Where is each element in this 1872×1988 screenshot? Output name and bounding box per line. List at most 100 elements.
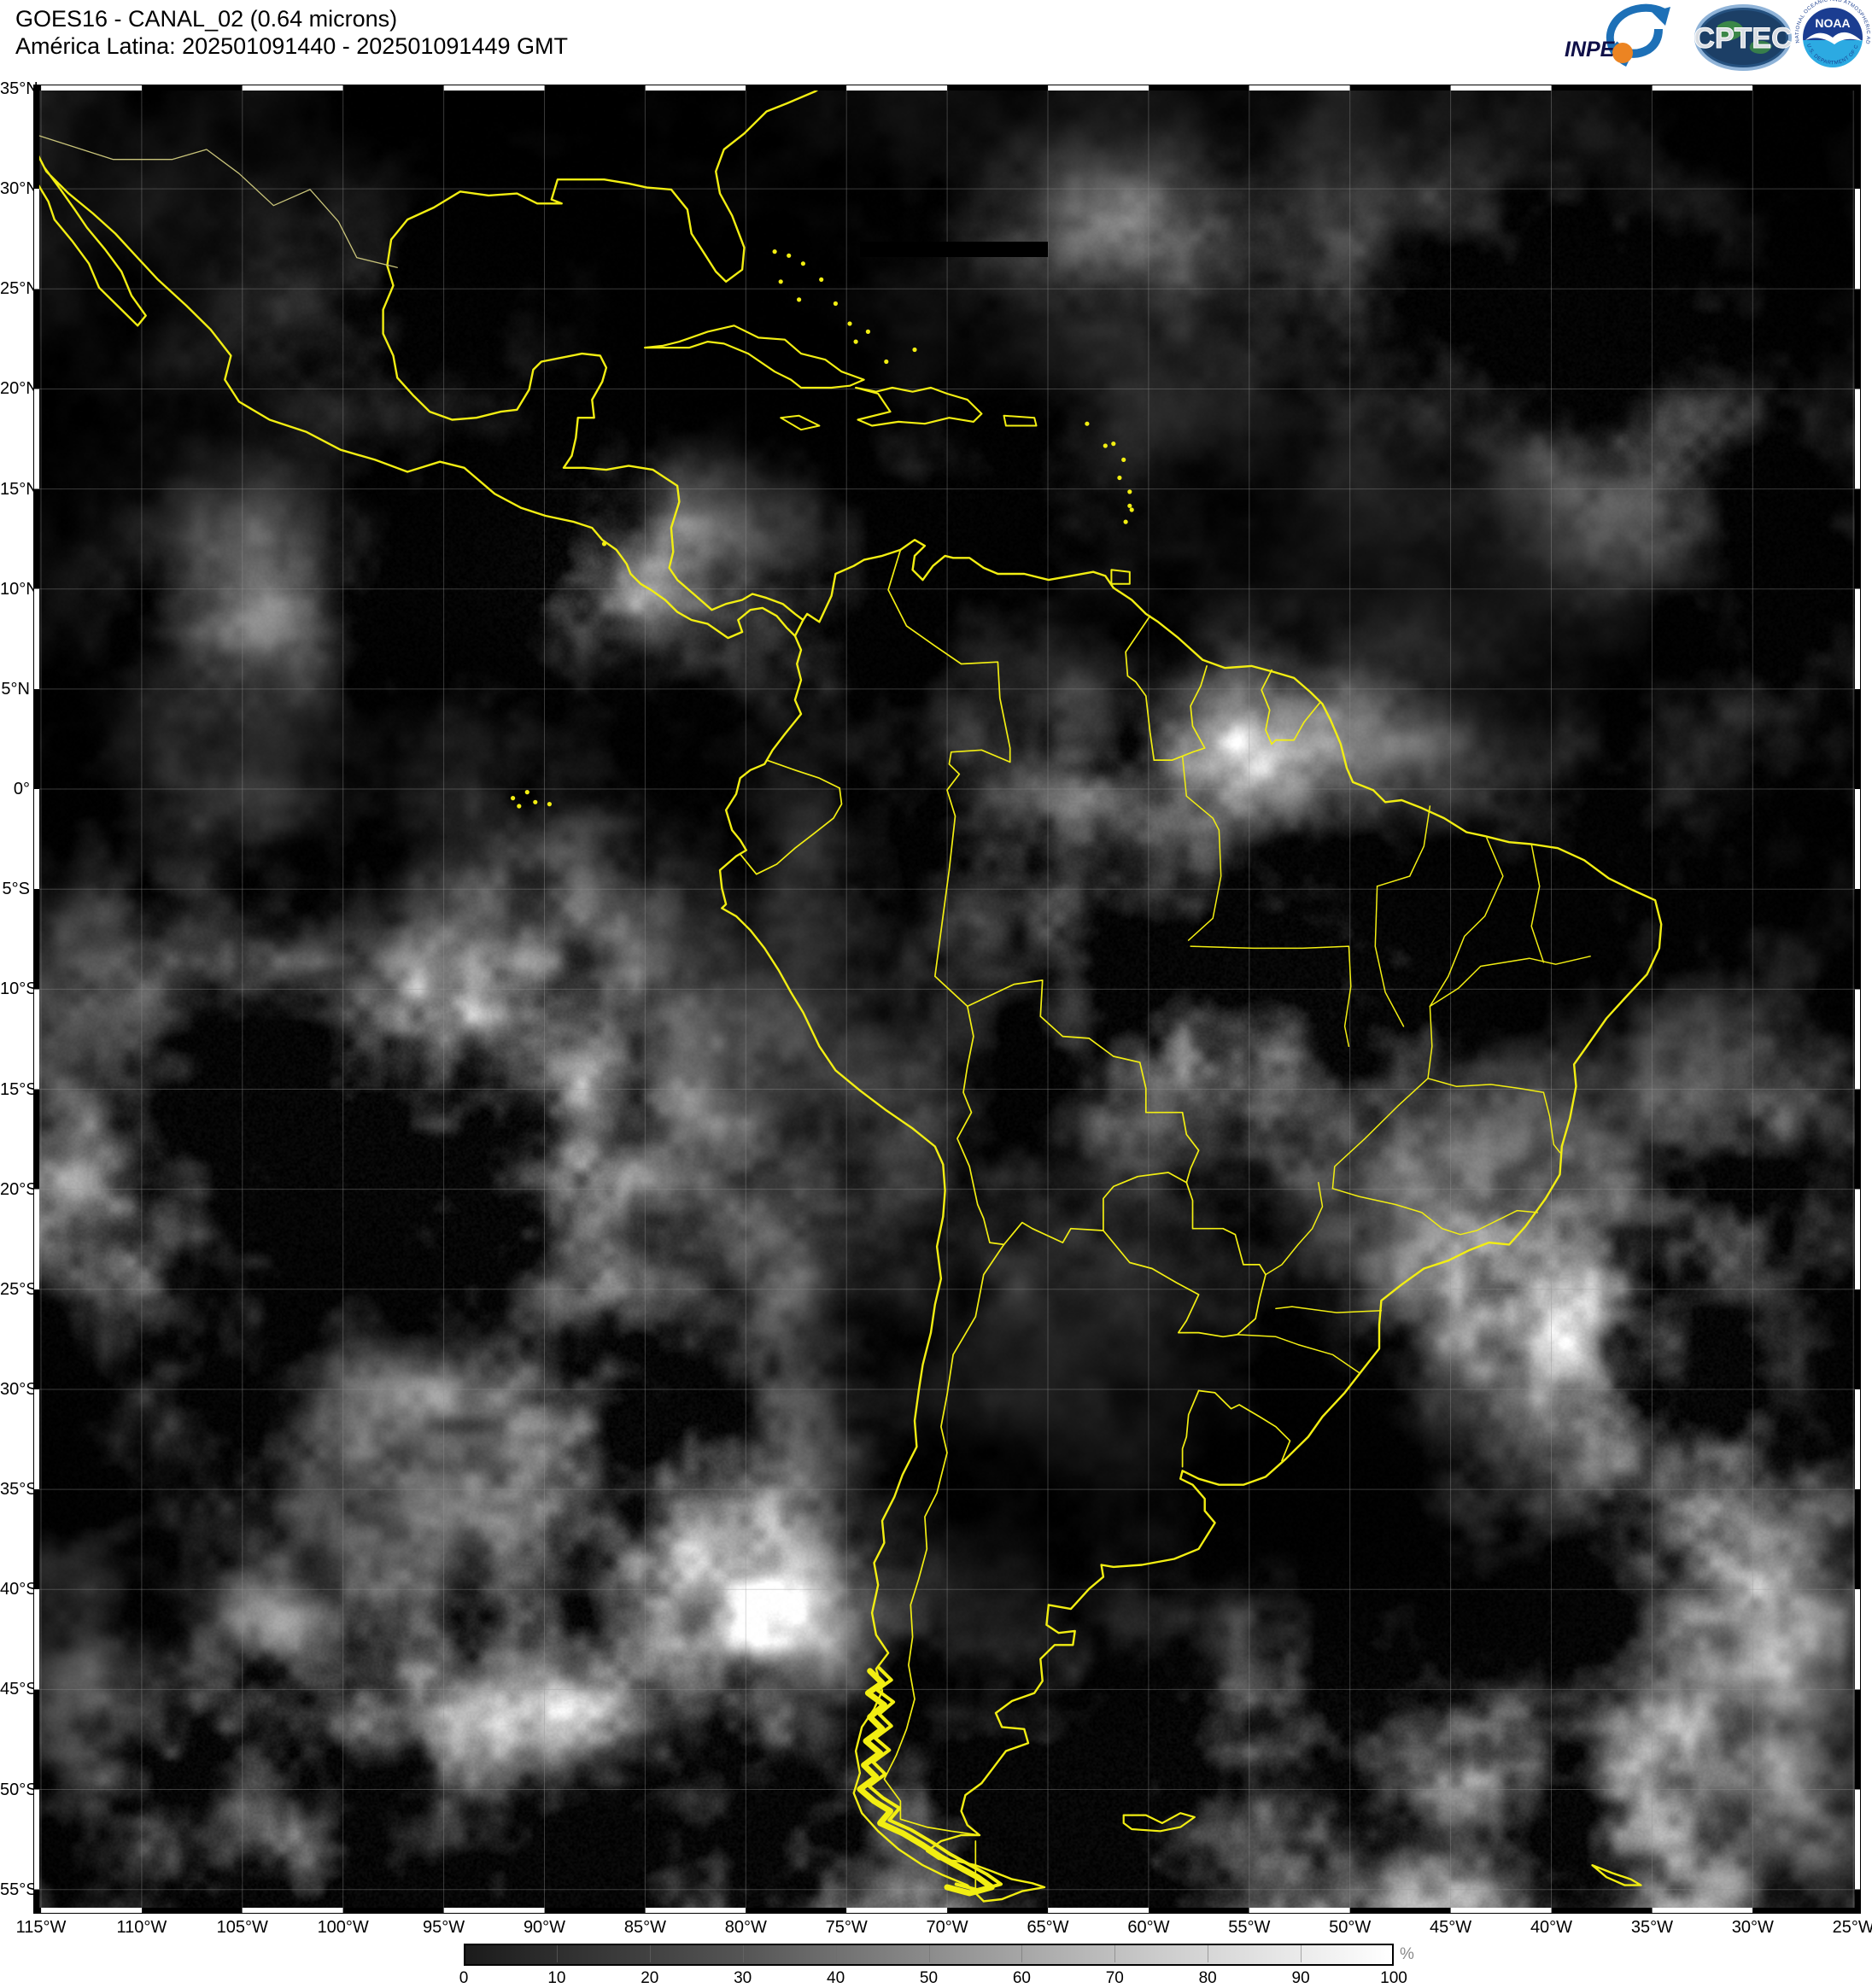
small-island-dot xyxy=(847,321,852,326)
latitude-label: 40°S xyxy=(0,1580,38,1599)
longitude-label: 105°W xyxy=(216,1918,268,1937)
chilean-fjords-dense-coast xyxy=(867,1666,1003,1892)
latitude-label: 20°N xyxy=(0,379,38,399)
state-border xyxy=(1429,837,1504,1008)
country-border xyxy=(883,1243,1005,1836)
page-subtitle: América Latina: 202501091440 - 202501091… xyxy=(15,33,568,59)
latitude-label: 15°S xyxy=(0,1079,38,1099)
state-border xyxy=(1429,956,1591,1008)
map-neatline-left xyxy=(34,85,39,1913)
latitude-label: 25°N xyxy=(0,279,38,299)
longitude-label: 85°W xyxy=(623,1918,666,1937)
small-island-dot xyxy=(547,802,553,807)
state-border xyxy=(1181,755,1222,941)
agency-logos: INPE CPTEC NATIONAL OCEANIC AND ATMOSPHE… xyxy=(1563,0,1870,77)
country-border xyxy=(966,979,1200,1184)
longitude-label: 70°W xyxy=(926,1918,968,1937)
colorbar-tick xyxy=(1301,1945,1302,1962)
colorbar-tick-label: 0 xyxy=(459,1969,469,1987)
colorbar-tick-label: 90 xyxy=(1291,1969,1310,1987)
longitude-label: 110°W xyxy=(116,1918,167,1937)
colorbar-tick-label: 80 xyxy=(1198,1969,1217,1987)
small-island-dot xyxy=(865,329,871,334)
state-border xyxy=(1374,886,1405,1027)
small-island-dot xyxy=(1103,443,1108,448)
longitude-label: 50°W xyxy=(1329,1918,1372,1937)
small-island-dot xyxy=(601,541,607,547)
country-border xyxy=(1181,1389,1200,1468)
small-island-dot xyxy=(797,297,802,302)
country-border xyxy=(1271,701,1321,746)
small-island-dot xyxy=(1085,421,1090,426)
small-island-dot xyxy=(778,279,783,284)
colorbar-tick xyxy=(1021,1945,1023,1962)
inpe-orange-dot xyxy=(1612,43,1633,63)
country-border xyxy=(1190,665,1208,749)
latitude-label: 50°S xyxy=(0,1780,38,1799)
longitude-label: 45°W xyxy=(1430,1918,1472,1937)
island-hispaniola xyxy=(855,386,983,427)
longitude-label: 95°W xyxy=(423,1918,465,1937)
small-island-dot xyxy=(1129,507,1134,512)
country-border xyxy=(765,759,840,789)
longitude-label: 100°W xyxy=(317,1918,369,1937)
chilean-fjords-dense-coast xyxy=(857,1668,995,1897)
map-neatline-top xyxy=(34,85,1860,91)
latitude-label: 10°S xyxy=(0,979,38,999)
longitude-label: 35°W xyxy=(1630,1918,1673,1937)
small-island-dot xyxy=(517,804,522,809)
coastline-mexico-baja xyxy=(34,150,797,640)
satellite-cloud-image xyxy=(34,85,1860,1913)
state-border xyxy=(1376,805,1431,887)
latitude-label: 5°N xyxy=(1,679,30,699)
small-island-dot xyxy=(524,790,529,795)
state-border xyxy=(1236,1334,1360,1374)
small-island-dot xyxy=(819,277,824,282)
small-island-dot xyxy=(884,359,889,365)
small-island-dot xyxy=(533,799,538,804)
colorbar-tick xyxy=(556,1945,558,1962)
inpe-label: INPE xyxy=(1565,38,1616,61)
island-cuba xyxy=(644,325,865,389)
state-border xyxy=(1530,843,1545,963)
map-neatline-bottom xyxy=(34,1908,1860,1913)
coastline-atlantic xyxy=(382,85,1663,1903)
colorbar-tick xyxy=(835,1945,837,1962)
latitude-label: 20°S xyxy=(0,1179,38,1199)
latitude-label: 15°N xyxy=(0,479,38,499)
map-overlay-svg xyxy=(34,85,1860,1913)
small-island-dot xyxy=(772,249,777,254)
longitude-label: 60°W xyxy=(1127,1918,1170,1937)
colorbar-tick-label: 60 xyxy=(1012,1969,1031,1987)
colorbar-tick-label: 100 xyxy=(1380,1969,1407,1987)
longitude-label: 40°W xyxy=(1530,1918,1573,1937)
colorbar: 0 10 20 30 40 50 60 70 80 90 100 % xyxy=(459,1944,1414,1987)
coastline-pacific xyxy=(718,618,985,1903)
latitude-label: 35°N xyxy=(0,79,38,98)
satellite-map xyxy=(33,85,1861,1914)
colorbar-tick-label: 30 xyxy=(734,1969,752,1987)
colorbar-tick-label: 40 xyxy=(827,1969,845,1987)
longitude-label: 80°W xyxy=(724,1918,767,1937)
longitude-label: 30°W xyxy=(1731,1918,1774,1937)
map-neatline-right xyxy=(1855,85,1860,1913)
small-island-dot xyxy=(912,347,917,353)
longitude-label: 55°W xyxy=(1228,1918,1271,1937)
longitude-label: 75°W xyxy=(825,1918,868,1937)
state-border xyxy=(1275,1306,1383,1313)
state-border xyxy=(1265,1181,1324,1276)
latitude-label: 5°S xyxy=(2,880,30,899)
country-border xyxy=(946,749,1011,871)
state-border xyxy=(1190,945,1352,1048)
colorbar-tick-label: 70 xyxy=(1105,1969,1124,1987)
small-island-dot xyxy=(833,301,839,307)
country-border xyxy=(1197,1389,1291,1462)
country-border xyxy=(1153,747,1206,761)
us-mexico-border xyxy=(34,134,398,268)
colorbar-tick-label: 20 xyxy=(641,1969,659,1987)
small-island-dot xyxy=(1127,503,1132,508)
longitude-label: 90°W xyxy=(523,1918,566,1937)
island-puerto-rico xyxy=(1003,414,1038,427)
country-border xyxy=(1261,669,1272,746)
island-jamaica xyxy=(780,414,821,431)
